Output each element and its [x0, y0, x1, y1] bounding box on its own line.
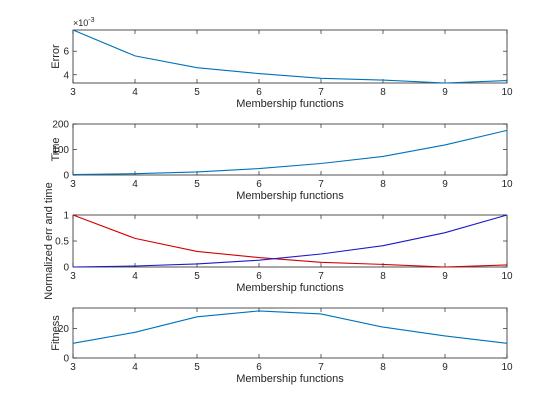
x-tick-label: 7 [318, 87, 324, 98]
y-tick-label: 0.5 [55, 237, 69, 248]
x-tick-label: 5 [194, 179, 200, 190]
x-tick-label: 4 [132, 179, 138, 190]
axes-frame [72, 307, 508, 359]
x-tick-label: 8 [380, 362, 386, 373]
series-line-2 [72, 214, 508, 268]
x-tick-label: 10 [501, 362, 513, 373]
x-tick-label: 9 [442, 179, 448, 190]
x-tick-label: 6 [256, 271, 262, 282]
x-tick-label: 5 [194, 271, 200, 282]
series-line-1 [72, 129, 508, 176]
subplot-3: 3 4 5 6 7 8 9 10 0 0.5 1 Membership functions Normal… [43, 182, 513, 299]
y-tick-label: 0 [63, 263, 69, 274]
x-tick-label: 10 [501, 271, 513, 282]
x-tick-label: 5 [194, 362, 200, 373]
x-tick-label: 8 [380, 179, 386, 190]
x-tick-label: 4 [132, 271, 138, 282]
x-tick-label: 4 [132, 87, 138, 98]
y-tick-label: 6 [63, 47, 69, 58]
x-tick-label: 9 [442, 87, 448, 98]
y-tick-label: 20 [58, 324, 70, 335]
x-tick-label: 7 [318, 179, 324, 190]
subplot-4: 3 4 5 6 7 8 9 10 0 20 Membership functions Fitness [50, 307, 513, 385]
x-axis-label: Membership functions [236, 98, 344, 110]
y-axis-label: Fitness [50, 315, 62, 351]
x-axis-label: Membership functions [236, 190, 344, 202]
x-tick-label: 9 [442, 271, 448, 282]
x-tick-label: 3 [70, 87, 76, 98]
x-tick-label: 3 [70, 271, 76, 282]
x-tick-label: 6 [256, 87, 262, 98]
y-axis-label: Error [50, 44, 62, 69]
y-axis-exponent: ×10-3 [73, 17, 95, 28]
y-tick-label: 1 [63, 211, 69, 222]
series-line-1 [72, 310, 508, 344]
x-axis-label: Membership functions [236, 373, 344, 385]
x-axis-label: Membership functions [236, 282, 344, 294]
y-tick-label: 4 [63, 70, 69, 81]
x-tick-label: 10 [501, 179, 513, 190]
series-line-1 [72, 29, 508, 84]
x-tick-label: 3 [70, 362, 76, 373]
x-tick-label: 5 [194, 87, 200, 98]
x-tick-label: 8 [380, 87, 386, 98]
axes-frame [72, 29, 508, 84]
y-tick-label: 100 [52, 145, 69, 156]
exponent-base: ×10 [73, 18, 88, 28]
y-tick-label: 200 [52, 120, 69, 131]
y-tick-label: 0 [63, 171, 69, 182]
axes-frame [72, 214, 508, 268]
y-axis-label: Normalized err and time [43, 182, 55, 299]
x-tick-label: 4 [132, 362, 138, 373]
y-tick-label: 0 [63, 354, 69, 365]
series-line-1 [72, 214, 508, 268]
x-tick-label: 10 [501, 87, 513, 98]
x-tick-label: 3 [70, 179, 76, 190]
axes-frame [72, 123, 508, 176]
x-tick-label: 8 [380, 271, 386, 282]
x-tick-label: 6 [256, 179, 262, 190]
x-tick-label: 6 [256, 362, 262, 373]
x-tick-label: 7 [318, 362, 324, 373]
x-tick-label: 9 [442, 362, 448, 373]
x-tick-label: 7 [318, 271, 324, 282]
y-axis-label: Time [50, 137, 62, 161]
exponent-power: -3 [88, 17, 94, 24]
